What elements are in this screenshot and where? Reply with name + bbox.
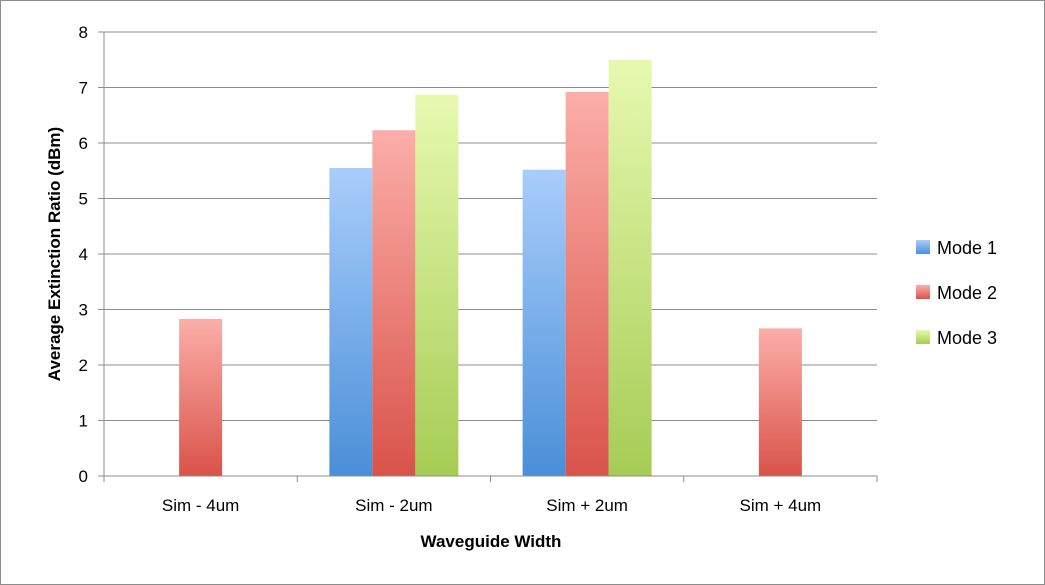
bars [179,59,802,477]
legend-label: Mode 3 [937,328,997,348]
legend-swatch [916,240,930,254]
legend-label: Mode 2 [937,283,997,303]
bar-mode-2 [758,328,802,476]
y-tick-label: 2 [79,356,88,375]
bar-mode-1 [329,167,373,476]
axes [103,32,878,482]
y-tick-label: 1 [79,412,88,431]
legend-swatch [916,285,930,299]
bar-mode-3 [608,59,652,476]
legend-swatch [916,330,930,344]
y-tick-label: 4 [79,245,88,264]
x-tick-label: Sim + 4um [740,496,822,515]
x-tick-labels: Sim - 4um Sim - 2um Sim + 2um Sim + 4um [162,496,821,515]
x-tick-label: Sim + 2um [546,496,628,515]
x-tick-label: Sim - 2um [355,496,432,515]
y-tick-label: 7 [79,79,88,98]
y-tick-label: 6 [79,134,88,153]
gridlines [98,31,877,477]
y-tick-label: 5 [79,190,88,209]
bar-mode-1 [522,169,566,476]
bar-mode-3 [415,94,459,476]
bar-mode-2 [179,318,223,476]
y-tick-label: 8 [79,23,88,42]
legend: Mode 1 Mode 2 Mode 3 [916,238,997,348]
legend-label: Mode 1 [937,238,997,258]
y-tick-label: 0 [79,467,88,486]
bar-mode-2 [565,91,609,476]
y-tick-label: 3 [79,301,88,320]
bar-mode-2 [372,130,416,477]
y-tick-labels: 0 1 2 3 4 5 6 7 8 [79,23,88,486]
x-axis-title: Waveguide Width [421,532,562,551]
y-axis-title: Average Extinction Ratio (dBm) [45,127,64,381]
x-tick-label: Sim - 4um [162,496,239,515]
